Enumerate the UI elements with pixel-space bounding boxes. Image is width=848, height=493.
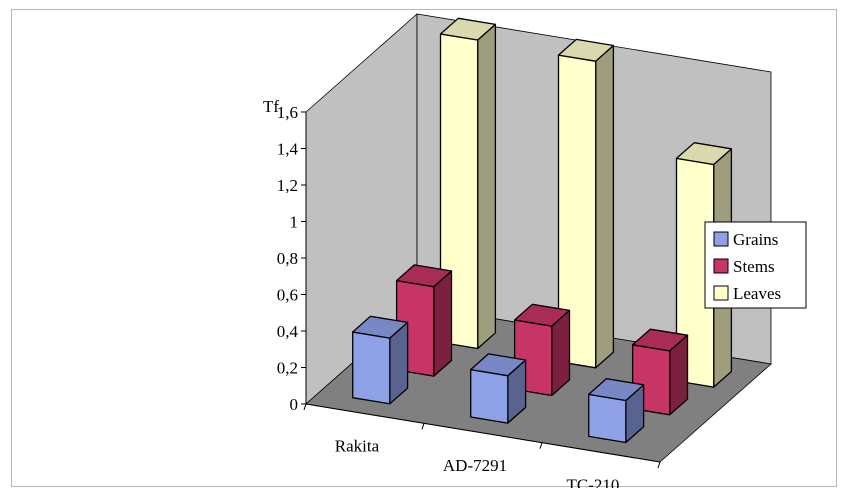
y-tick-label: 1,2 (277, 176, 298, 195)
legend: Grains Stems Leaves (704, 221, 807, 309)
x-axis-labels: Rakita AD-7291 TC-210 (303, 403, 661, 493)
y-tick-label: 0,8 (277, 249, 298, 268)
bar-stems (395, 264, 453, 377)
y-tick-label: 0,4 (277, 322, 299, 341)
legend-swatch-stems (713, 258, 729, 274)
y-tick-label: 1,6 (277, 103, 298, 122)
y-axis: 0 0,2 0,4 0,6 0,8 1 1,2 1,4 1,6 (277, 103, 307, 414)
bar-stems (513, 303, 571, 397)
y-tick-label: 0 (290, 395, 299, 414)
y-tick-label: 0,6 (277, 286, 298, 305)
x-tick (657, 461, 661, 469)
bar-leaves (439, 17, 497, 350)
legend-label-stems: Stems (733, 257, 775, 276)
y-tick-label: 1 (290, 213, 299, 232)
x-tick (539, 442, 543, 449)
x-tick (421, 423, 425, 430)
x-axis-line (305, 403, 661, 463)
y-tick-label: 1,4 (277, 140, 299, 159)
bar-leaves (557, 38, 615, 369)
y-tick-label: 0,2 (277, 359, 298, 378)
chart-bars (352, 17, 733, 444)
x-tick-label: Rakita (335, 437, 380, 456)
y-axis-title: Tf (263, 97, 279, 116)
bar-leaves (675, 142, 733, 388)
bar-grains (588, 378, 645, 444)
legend-label-grains: Grains (733, 230, 778, 249)
bar-grains (470, 353, 527, 424)
bar-grains (352, 315, 409, 405)
legend-label-leaves: Leaves (733, 284, 781, 303)
x-tick-label: AD-7291 (443, 456, 507, 475)
x-tick (303, 403, 307, 411)
legend-swatch-leaves (713, 285, 729, 301)
x-tick-label: TC-210 (567, 475, 620, 488)
legend-swatch-grains (713, 231, 729, 247)
